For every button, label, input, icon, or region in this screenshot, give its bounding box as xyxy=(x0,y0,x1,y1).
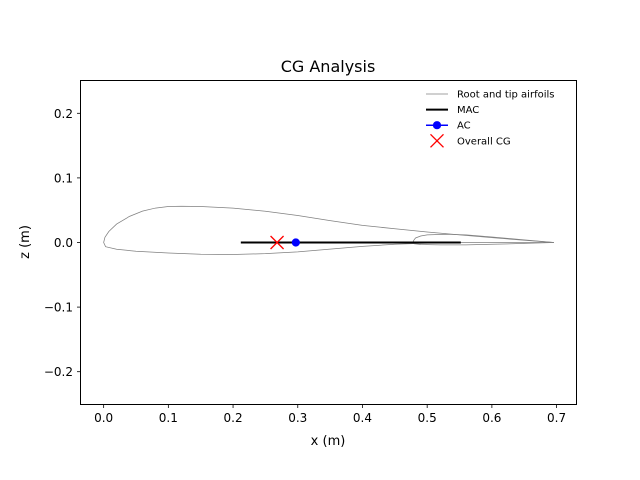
legend-mac-label: MAC xyxy=(457,105,479,116)
root-and-tip-airfoils-curve-0 xyxy=(103,205,555,255)
y-axis-label: z (m) xyxy=(18,225,33,259)
x-axis-ticks: 0.0 0.1 0.2 0.3 0.4 0.5 0.6 0.7 xyxy=(94,404,566,425)
x-tick-label: 0.2 xyxy=(224,411,243,425)
y-tick-label: 0.0 xyxy=(54,236,73,250)
y-tick-label: 0.1 xyxy=(54,171,73,185)
root-and-tip-airfoils-curve-1 xyxy=(412,233,555,246)
plot-marks xyxy=(103,205,555,255)
x-tick-label: 0.1 xyxy=(159,411,178,425)
legend-overall-cg-swatch xyxy=(430,133,444,148)
legend-overall-cg-label: Overall CG xyxy=(457,136,511,147)
overall-cg-point-0 xyxy=(270,235,285,250)
legend-root-and-tip-airfoils-label: Root and tip airfoils xyxy=(457,90,554,101)
y-axis-ticks: 0.2 0.1 0.0 −0.1 −0.2 xyxy=(44,107,81,379)
legend-overall-cg-swatch-stroke-b xyxy=(430,133,444,148)
x-tick-label: 0.6 xyxy=(482,411,501,425)
x-axis-label: x (m) xyxy=(311,434,346,449)
legend: Root and tip airfoils MAC AC Overall CG xyxy=(426,90,554,148)
chart-title: CG Analysis xyxy=(281,57,376,76)
x-tick-label: 0.3 xyxy=(288,411,307,425)
y-tick-label: 0.2 xyxy=(54,107,73,121)
y-tick-label: −0.1 xyxy=(44,301,73,315)
overall-cg-point-0-stroke-b xyxy=(270,235,285,250)
x-tick-label: 0.0 xyxy=(94,411,113,425)
x-tick-label: 0.5 xyxy=(418,411,437,425)
x-tick-label: 0.4 xyxy=(353,411,372,425)
legend-ac-swatch xyxy=(432,121,442,130)
ac-point-0 xyxy=(291,238,300,247)
y-tick-label: −0.2 xyxy=(44,365,73,379)
legend-ac-label: AC xyxy=(457,121,471,132)
x-tick-label: 0.7 xyxy=(547,411,566,425)
